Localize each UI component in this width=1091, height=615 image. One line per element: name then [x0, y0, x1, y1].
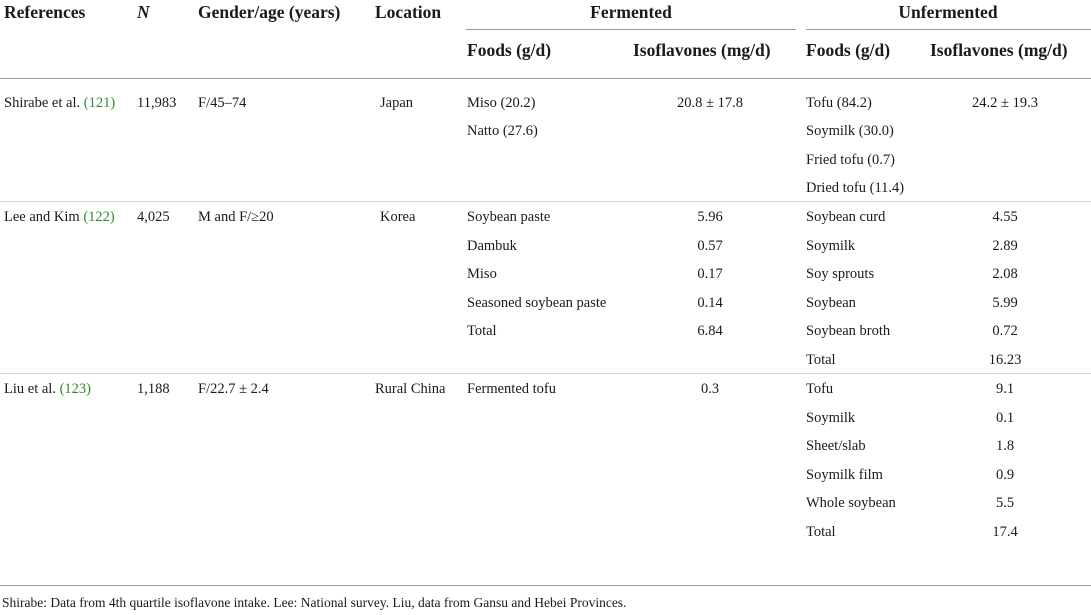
fermented-food-cell: Total: [467, 323, 497, 339]
unfermented-iso-cell: 0.1: [995, 410, 1015, 426]
table-bottom-rule: [0, 585, 1091, 586]
fermented-food-cell: Seasoned soybean paste: [467, 295, 607, 311]
fermented-iso-cell: 6.84: [697, 323, 723, 339]
header-fermented: Fermented: [590, 2, 672, 22]
header-n: N: [137, 2, 150, 22]
n-cell: 4,025: [137, 209, 170, 225]
fermented-food-cell: Soybean paste: [467, 209, 551, 225]
ref-cell: Liu et al. (123): [4, 381, 91, 397]
fermented-iso-cell: 0.14: [697, 295, 723, 311]
header-unfermented: Unfermented: [898, 2, 998, 22]
unfermented-food-cell: Soybean: [806, 295, 856, 311]
unfermented-food-cell: Dried tofu (11.4): [806, 180, 905, 196]
subheader-fermented-foods: Foods (g/d): [467, 40, 552, 60]
unfermented-iso-cell: 17.4: [992, 524, 1018, 540]
row-separator: [0, 373, 1091, 374]
gender-age-cell: F/22.7 ± 2.4: [198, 381, 269, 397]
unfermented-food-cell: Sheet/slab: [806, 438, 866, 454]
unfermented-iso-cell: 2.89: [992, 238, 1018, 254]
row-separator: [0, 201, 1091, 202]
citation-link[interactable]: (123): [59, 381, 91, 397]
fermented-iso-cell: 20.8 ± 17.8: [677, 95, 743, 111]
unfermented-food-cell: Soybean broth: [806, 323, 891, 339]
unfermented-food-cell: Tofu: [806, 381, 834, 397]
fermented-food-cell: Miso: [467, 266, 497, 282]
citation-link[interactable]: (122): [83, 209, 115, 225]
ref-cell: Lee and Kim (122): [4, 209, 115, 225]
gender-age-cell: F/45–74: [198, 95, 247, 111]
unfermented-food-cell: Tofu (84.2): [806, 95, 872, 111]
unfermented-food-cell: Soymilk film: [806, 467, 883, 483]
header-bottom-rule: [0, 78, 1091, 79]
subheader-fermented-isoflavones: Isoflavones (mg/d): [633, 40, 771, 60]
unfermented-iso-cell: 5.5: [995, 495, 1015, 511]
header-location: Location: [375, 2, 442, 22]
unfermented-food-cell: Soybean curd: [806, 209, 886, 225]
location-cell: Japan: [380, 95, 414, 111]
n-cell: 11,983: [137, 95, 177, 111]
unfermented-food-cell: Total: [806, 352, 836, 368]
unfermented-food-cell: Soymilk (30.0): [806, 123, 894, 139]
unfermented-iso-cell: 1.8: [995, 438, 1015, 454]
unfermented-food-cell: Soymilk: [806, 238, 856, 254]
header-references: References: [4, 2, 86, 22]
ref-cell: Shirabe et al. (121): [4, 95, 116, 111]
fermented-iso-cell: 0.57: [697, 238, 723, 254]
location-cell: Korea: [380, 209, 416, 225]
fermented-food-cell: Dambuk: [467, 238, 517, 254]
group-rule-fermented: [466, 29, 796, 30]
subheader-unfermented-foods: Foods (g/d): [806, 40, 891, 60]
unfermented-food-cell: Whole soybean: [806, 495, 896, 511]
location-cell: Rural China: [375, 381, 446, 397]
unfermented-iso-cell: 0.72: [992, 323, 1018, 339]
unfermented-food-cell: Total: [806, 524, 836, 540]
unfermented-iso-cell: 2.08: [992, 266, 1018, 282]
unfermented-iso-cell: 16.23: [988, 352, 1022, 368]
unfermented-iso-cell: 0.9: [995, 467, 1015, 483]
gender-age-cell: M and F/≥20: [198, 209, 274, 225]
unfermented-iso-cell: 9.1: [995, 381, 1015, 397]
unfermented-iso-cell: 5.99: [992, 295, 1018, 311]
fermented-food-cell: Miso (20.2): [467, 95, 536, 111]
unfermented-iso-cell: 24.2 ± 19.3: [972, 95, 1038, 111]
fermented-iso-cell: 0.3: [700, 381, 720, 397]
fermented-food-cell: Fermented tofu: [467, 381, 556, 397]
fermented-iso-cell: 0.17: [697, 266, 723, 282]
fermented-iso-cell: 5.96: [697, 209, 723, 225]
table-footnote: Shirabe: Data from 4th quartile isoflavo…: [2, 595, 627, 610]
subheader-unfermented-isoflavones: Isoflavones (mg/d): [930, 40, 1068, 60]
citation-link[interactable]: (121): [83, 95, 116, 111]
unfermented-food-cell: Soymilk: [806, 410, 856, 426]
unfermented-food-cell: Soy sprouts: [806, 266, 875, 282]
n-cell: 1,188: [137, 381, 170, 397]
fermented-food-cell: Natto (27.6): [467, 123, 538, 139]
group-rule-unfermented: [806, 29, 1091, 30]
unfermented-food-cell: Fried tofu (0.7): [806, 152, 895, 168]
header-gender-age: Gender/age (years): [198, 2, 341, 22]
unfermented-iso-cell: 4.55: [992, 209, 1018, 225]
